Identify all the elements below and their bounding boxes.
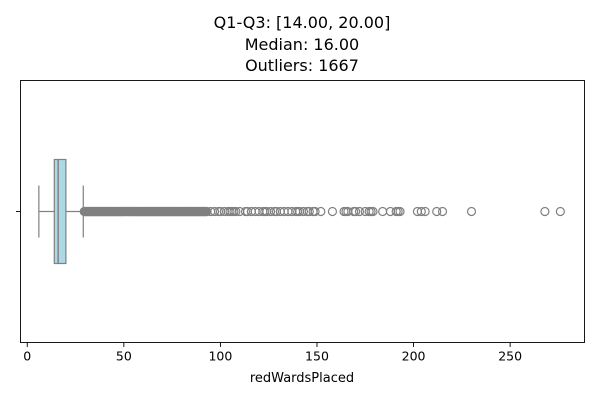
outlier-point: [540, 206, 550, 217]
chart-title-line-2: Median: 16.00: [245, 35, 359, 54]
outlier-point: [378, 206, 388, 217]
plot-area: [38, 158, 565, 265]
outlier-point: [466, 206, 477, 217]
outlier-point: [210, 206, 220, 217]
outlier-point: [368, 206, 378, 217]
x-tick-label: 200: [402, 349, 426, 364]
x-tick-label: 100: [208, 349, 232, 364]
outlier-point: [395, 206, 405, 217]
outlier-point: [354, 206, 365, 217]
outlier-point: [310, 206, 320, 217]
outlier-point: [432, 206, 442, 217]
x-axis: 0 50 100 150 200 250: [23, 342, 522, 364]
outlier-point: [327, 206, 338, 217]
x-tick-label: 150: [305, 349, 329, 364]
outlier-point: [416, 206, 426, 217]
outlier-point: [231, 206, 241, 217]
iqr-box: [53, 158, 67, 265]
chart-title-line-3: Outliers: 1667: [245, 56, 359, 75]
outlier-point: [266, 206, 276, 217]
outlier-point: [420, 206, 430, 217]
outlier-point: [304, 206, 314, 217]
outlier-point: [351, 206, 361, 217]
x-tick-label: 50: [116, 349, 132, 364]
outlier-point: [316, 206, 326, 217]
x-tick-label: 250: [498, 349, 522, 364]
x-axis-label: redWardsPlaced: [250, 371, 354, 386]
chart-title-line-1: Q1-Q3: [14.00, 20.00]: [214, 13, 391, 32]
outlier-point: [298, 206, 309, 217]
x-tick-label: 0: [23, 349, 31, 364]
outliers-group: [79, 206, 565, 217]
outlier-point: [437, 206, 448, 217]
outlier-point: [555, 206, 565, 217]
